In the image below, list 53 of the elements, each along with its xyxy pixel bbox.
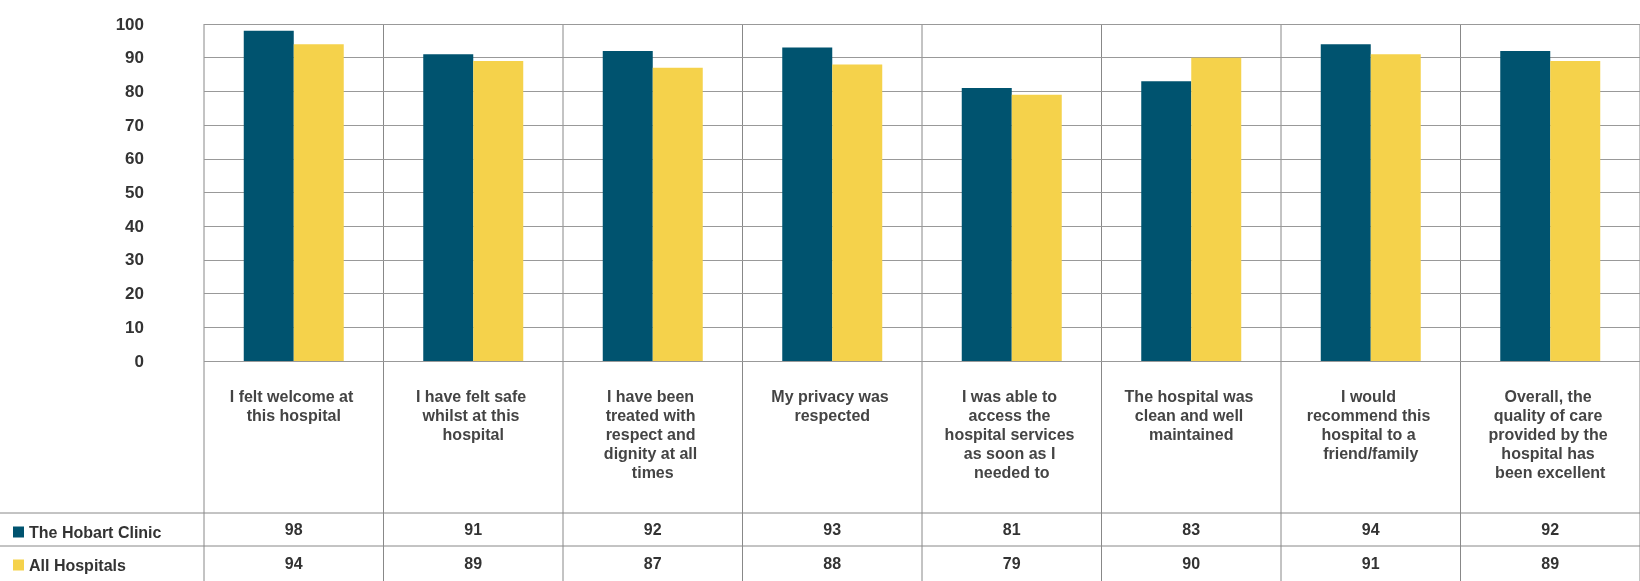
y-tick-label: 60 — [125, 149, 144, 169]
y-tick-label: 70 — [125, 115, 144, 135]
bar — [293, 44, 344, 361]
y-tick-label: 0 — [134, 351, 144, 371]
data-label: 90 — [1182, 555, 1201, 572]
bar — [1141, 81, 1192, 361]
data-label: 98 — [284, 521, 303, 538]
data-label: 88 — [823, 555, 842, 572]
legend-label: The Hobart Clinic — [29, 523, 162, 541]
data-label: 92 — [1541, 521, 1560, 538]
x-tick-label: I have felt safe whilst at this hospital — [415, 388, 531, 443]
bar — [1011, 94, 1062, 361]
y-tick-label: 100 — [115, 14, 144, 34]
bar — [602, 50, 653, 361]
x-tick-label: I have been treated with respect and dignity at all times — [603, 388, 702, 481]
x-tick-label: I was able to access the hospital services as soon as I needed to — [944, 388, 1079, 481]
bar — [473, 61, 524, 361]
y-tick-label: 50 — [125, 183, 144, 202]
bar — [832, 64, 883, 361]
data-label: 89 — [1541, 555, 1560, 572]
x-tick-label: I would recommend this hospital to a friend/family — [1306, 388, 1435, 462]
data-label: 91 — [1361, 555, 1380, 572]
y-tick-label: 90 — [125, 48, 144, 68]
data-label: 79 — [1002, 555, 1021, 572]
y-tick-label: 40 — [125, 216, 144, 236]
data-label: 93 — [823, 521, 842, 538]
data-label: 81 — [1002, 521, 1021, 538]
data-label: 89 — [464, 555, 483, 572]
bar — [1320, 44, 1371, 361]
bar — [243, 30, 294, 361]
y-tick-label: 20 — [125, 284, 144, 304]
bar — [1370, 54, 1421, 361]
data-label: 94 — [284, 555, 303, 572]
x-tick-label: Overall, the quality of care provided by the hospital has been excellent — [1488, 388, 1613, 481]
y-tick-label: 80 — [125, 81, 144, 101]
data-label: 83 — [1182, 521, 1201, 538]
data-label: 94 — [1361, 521, 1380, 538]
x-tick-label: My privacy was respected — [771, 388, 894, 424]
data-label: 87 — [643, 555, 662, 572]
bar — [961, 88, 1012, 361]
legend-label: All Hospitals — [29, 556, 127, 574]
y-tick-label: 30 — [125, 250, 144, 270]
bar — [782, 47, 833, 361]
bar — [1550, 61, 1601, 361]
bar — [652, 67, 703, 361]
data-label: 92 — [643, 521, 662, 538]
bar — [1500, 50, 1551, 361]
data-label: 91 — [464, 521, 483, 538]
bar — [1191, 57, 1242, 361]
x-tick-label: I felt welcome at this hospital — [229, 388, 358, 424]
bar — [423, 54, 474, 361]
x-tick-label: The hospital was clean and well maintained — [1124, 388, 1258, 443]
y-tick-label: 10 — [125, 317, 144, 337]
